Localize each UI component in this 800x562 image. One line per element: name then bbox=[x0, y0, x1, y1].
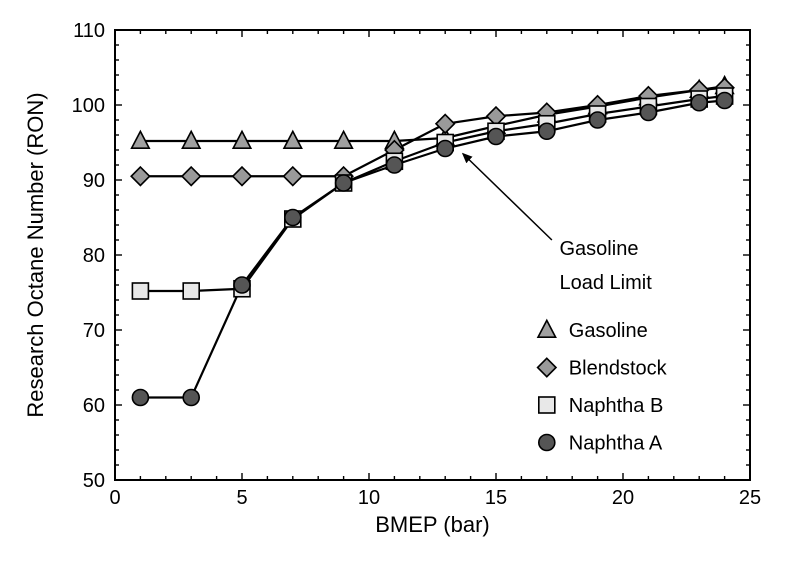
y-tick-label: 110 bbox=[73, 20, 105, 42]
y-tick-label: 60 bbox=[83, 395, 105, 417]
y-tick-label: 90 bbox=[83, 170, 105, 192]
x-tick-label: 20 bbox=[612, 487, 634, 509]
x-axis-label: BMEP (bar) bbox=[375, 512, 490, 537]
chart-background bbox=[0, 0, 800, 562]
series-marker-naphtha-a bbox=[691, 95, 707, 111]
series-marker-naphtha-a bbox=[132, 390, 148, 406]
legend-label-blendstock: Blendstock bbox=[569, 358, 668, 380]
y-tick-label: 70 bbox=[83, 320, 105, 342]
y-tick-label: 80 bbox=[83, 245, 105, 267]
series-marker-naphtha-b bbox=[183, 283, 199, 299]
x-tick-label: 0 bbox=[109, 487, 120, 509]
legend-label-gasoline: Gasoline bbox=[569, 320, 648, 342]
y-tick-label: 100 bbox=[72, 95, 105, 117]
legend-marker-naphtha-a bbox=[539, 435, 555, 451]
legend-marker-naphtha-b bbox=[539, 397, 555, 413]
ron-vs-bmep-chart: 0 5 10 15 20 25 50 60 70 80 90 100 110 BMEP (bar) Rese… bbox=[0, 0, 800, 562]
series-marker-naphtha-a bbox=[336, 175, 352, 191]
series-marker-naphtha-b bbox=[132, 283, 148, 299]
series-marker-naphtha-a bbox=[717, 93, 733, 109]
annotation-text: Gasoline bbox=[560, 238, 639, 260]
series-marker-naphtha-a bbox=[285, 210, 301, 226]
legend-label-naphtha-a: Naphtha A bbox=[569, 433, 663, 455]
x-tick-label: 15 bbox=[485, 487, 507, 509]
chart-svg: 0 5 10 15 20 25 50 60 70 80 90 100 110 BMEP (bar) Rese… bbox=[0, 0, 800, 562]
x-tick-label: 5 bbox=[236, 487, 247, 509]
series-marker-naphtha-a bbox=[234, 277, 250, 293]
x-tick-label: 25 bbox=[739, 487, 761, 509]
series-marker-naphtha-a bbox=[590, 112, 606, 128]
x-tick-label: 10 bbox=[358, 487, 380, 509]
legend-label-naphtha-b: Naphtha B bbox=[569, 395, 664, 417]
series-marker-naphtha-a bbox=[183, 390, 199, 406]
annotation-text: Load Limit bbox=[560, 272, 653, 294]
y-axis-label: Research Octane Number (RON) bbox=[23, 92, 48, 417]
series-marker-naphtha-a bbox=[539, 123, 555, 139]
series-marker-naphtha-a bbox=[488, 129, 504, 145]
series-marker-naphtha-a bbox=[640, 105, 656, 121]
y-tick-label: 50 bbox=[83, 470, 105, 492]
series-marker-naphtha-a bbox=[437, 141, 453, 157]
series-marker-naphtha-a bbox=[386, 157, 402, 173]
